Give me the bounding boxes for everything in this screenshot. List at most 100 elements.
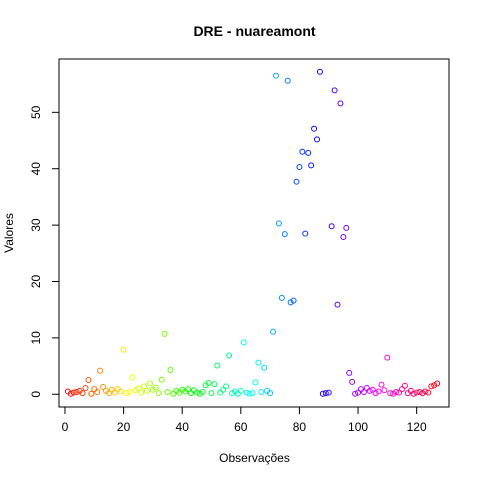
data-point	[378, 381, 385, 388]
data-point	[302, 230, 309, 237]
data-point	[398, 386, 405, 393]
data-point	[316, 68, 323, 75]
data-point	[100, 383, 107, 390]
data-point	[117, 388, 124, 395]
data-point	[187, 390, 194, 397]
data-point	[258, 389, 265, 396]
data-point	[267, 390, 274, 397]
data-point	[372, 390, 379, 397]
y-tick-label: 20	[29, 274, 43, 288]
data-point	[67, 390, 74, 397]
data-point	[129, 374, 136, 381]
data-point	[314, 136, 321, 143]
data-point	[281, 231, 288, 238]
data-point	[164, 389, 171, 396]
data-point	[305, 149, 312, 156]
x-tick-label: 80	[293, 420, 307, 434]
data-point	[390, 390, 397, 397]
data-point	[325, 389, 332, 396]
data-point	[369, 386, 376, 393]
data-point	[413, 389, 420, 396]
data-point	[387, 390, 394, 397]
y-axis-label: Valores	[2, 213, 16, 253]
plot-frame	[58, 58, 450, 408]
y-tick-label: 50	[29, 105, 43, 119]
data-point	[401, 382, 408, 389]
data-point	[252, 379, 259, 386]
data-point	[138, 389, 145, 396]
data-point	[293, 178, 300, 185]
data-point	[97, 367, 104, 374]
data-point	[226, 352, 233, 359]
data-point	[249, 390, 256, 397]
x-tick-label: 0	[62, 420, 69, 434]
data-point	[272, 72, 279, 79]
data-point	[144, 387, 151, 394]
data-point	[111, 389, 118, 396]
data-point	[120, 346, 127, 353]
x-tick-label: 20	[117, 420, 131, 434]
data-point	[146, 380, 153, 387]
data-point	[278, 294, 285, 301]
data-point	[88, 390, 95, 397]
data-point	[255, 359, 262, 366]
data-point	[363, 385, 370, 392]
data-point	[270, 328, 277, 335]
data-point	[70, 389, 77, 396]
data-point	[85, 377, 92, 384]
data-point	[328, 223, 335, 230]
y-tick-label: 0	[29, 391, 43, 398]
data-point	[428, 383, 435, 390]
data-point	[296, 164, 303, 171]
data-point	[416, 389, 423, 396]
data-point	[123, 390, 130, 397]
data-points	[64, 68, 441, 397]
data-point	[217, 389, 224, 396]
data-point	[196, 390, 203, 397]
data-point	[158, 376, 165, 383]
x-tick-label: 40	[176, 420, 190, 434]
data-point	[193, 389, 200, 396]
data-point	[422, 388, 429, 395]
data-point	[284, 77, 291, 84]
data-point	[319, 390, 326, 397]
data-point	[199, 389, 206, 396]
data-point	[431, 382, 438, 389]
data-point	[419, 390, 426, 397]
data-point	[170, 390, 177, 397]
data-point	[152, 384, 159, 391]
data-point	[346, 369, 353, 376]
data-point	[349, 378, 356, 385]
data-point	[331, 87, 338, 94]
data-point	[73, 389, 80, 396]
data-point	[275, 220, 282, 227]
data-point	[410, 390, 417, 397]
x-tick-label: 100	[348, 420, 368, 434]
data-point	[337, 100, 344, 107]
data-point	[173, 387, 180, 394]
data-point	[396, 389, 403, 396]
data-point	[366, 387, 373, 394]
data-point	[240, 339, 247, 346]
data-point	[223, 383, 230, 390]
data-point	[434, 380, 441, 387]
data-point	[82, 385, 89, 392]
data-point	[161, 330, 168, 337]
data-point	[322, 390, 329, 397]
data-point	[229, 390, 236, 397]
data-point	[308, 162, 315, 169]
data-point	[185, 386, 192, 393]
data-point	[343, 224, 350, 231]
data-point	[105, 390, 112, 397]
chart-title: DRE - nuareamont	[193, 23, 315, 39]
data-point	[108, 386, 115, 393]
x-tick-label: 120	[407, 420, 427, 434]
data-point	[91, 386, 98, 393]
y-tick-label: 10	[29, 331, 43, 345]
data-point	[155, 390, 162, 397]
data-point	[141, 383, 148, 390]
data-point	[246, 390, 253, 397]
data-point	[214, 362, 221, 369]
data-point	[384, 354, 391, 361]
